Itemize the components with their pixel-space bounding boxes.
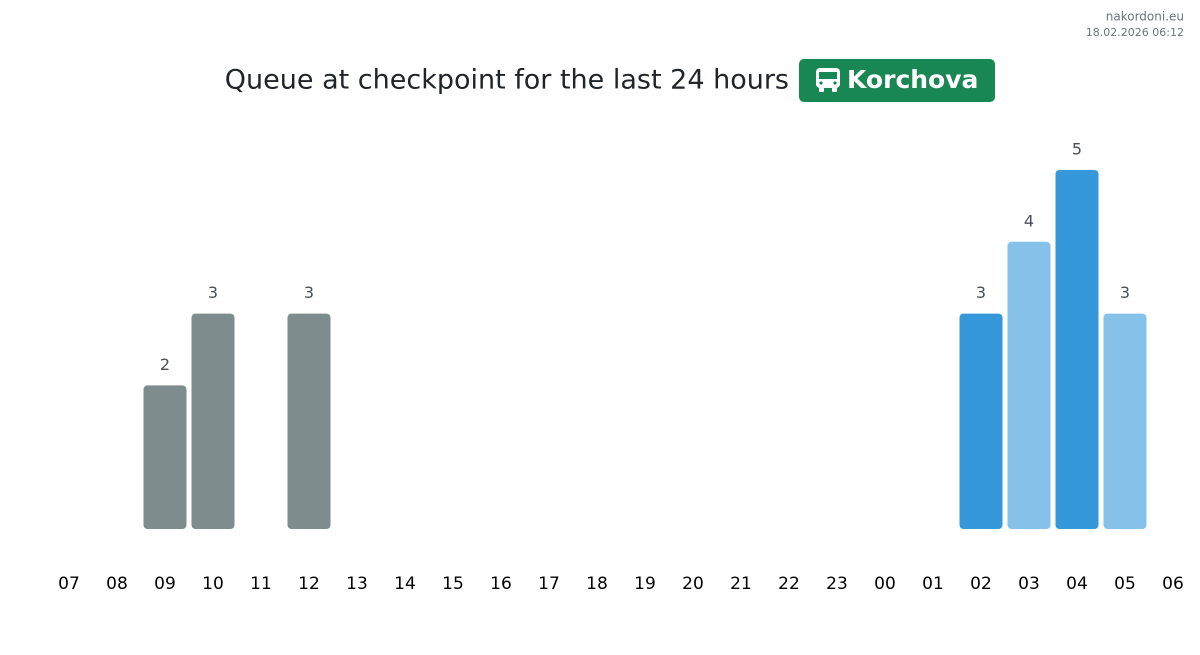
x-tick-label: 06 [1162, 574, 1184, 594]
value-label: 5 [1072, 140, 1082, 159]
bus-icon [816, 68, 840, 92]
x-tick-label: 22 [778, 574, 800, 594]
x-tick-label: 03 [1018, 574, 1040, 594]
x-tick-label: 17 [538, 574, 560, 594]
bar [1103, 313, 1147, 529]
x-tick-label: 15 [442, 574, 464, 594]
x-tick-label: 10 [202, 574, 224, 594]
timestamp: 18.02.2026 06:12 [1086, 26, 1184, 39]
value-label: 4 [1024, 211, 1034, 230]
badge-bg [799, 59, 995, 102]
x-tick-label: 12 [298, 574, 320, 594]
x-tick-label: 20 [682, 574, 704, 594]
x-tick-label: 02 [970, 574, 992, 594]
site-name: nakordoni.eu [1106, 10, 1184, 24]
value-label: 3 [976, 283, 986, 302]
x-tick-label: 13 [346, 574, 368, 594]
chart-title: Queue at checkpoint for the last 24 hour… [225, 65, 789, 96]
x-tick-label: 05 [1114, 574, 1136, 594]
x-tick-label: 14 [394, 574, 416, 594]
x-tick-label: 16 [490, 574, 512, 594]
x-tick-label: 07 [58, 574, 80, 594]
x-tick-label: 19 [634, 574, 656, 594]
bar [191, 313, 235, 529]
x-tick-label: 11 [250, 574, 272, 594]
value-label: 3 [1120, 283, 1130, 302]
value-label: 2 [160, 355, 170, 374]
bar [1007, 241, 1051, 530]
value-label: 3 [208, 283, 218, 302]
x-tick-label: 08 [106, 574, 128, 594]
x-tick-label: 18 [586, 574, 608, 594]
bar [959, 313, 1003, 529]
x-tick-label: 09 [154, 574, 176, 594]
x-tick-label: 01 [922, 574, 944, 594]
x-tick-label: 04 [1066, 574, 1088, 594]
x-tick-label: 21 [730, 574, 752, 594]
checkpoint-badge: Korchova [799, 59, 995, 102]
bar [1055, 170, 1099, 529]
value-label: 3 [304, 283, 314, 302]
bar [143, 385, 187, 529]
x-tick-label: 00 [874, 574, 896, 594]
bar [287, 313, 331, 529]
checkpoint-name: Korchova [847, 65, 978, 94]
x-tick-label: 23 [826, 574, 848, 594]
